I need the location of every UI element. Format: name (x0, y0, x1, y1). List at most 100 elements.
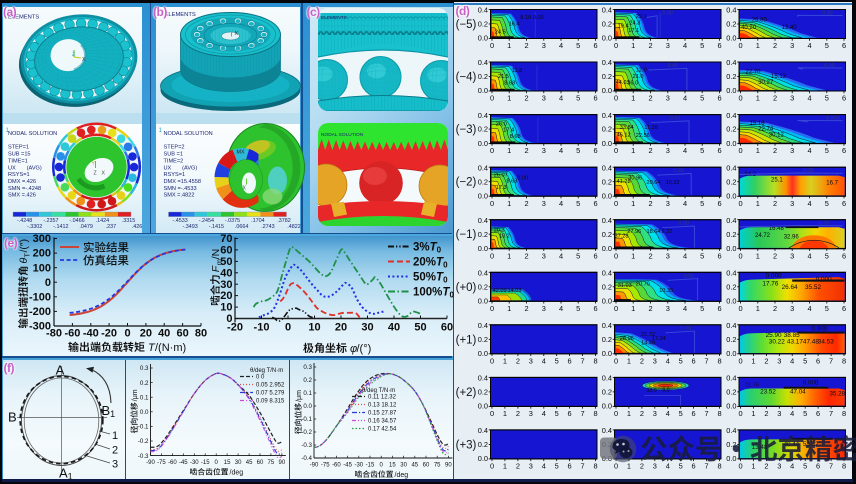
svg-text:2: 2 (648, 146, 652, 155)
svg-text:26.0: 26.0 (496, 122, 507, 128)
svg-text:90: 90 (279, 460, 286, 466)
svg-text:RSYS=1: RSYS=1 (8, 172, 30, 178)
svg-text:0.0: 0.0 (602, 34, 612, 43)
svg-text:2: 2 (516, 356, 520, 365)
svg-text:6: 6 (568, 356, 572, 365)
svg-text:30.12: 30.12 (769, 132, 785, 138)
svg-text:/deg: /deg (230, 470, 244, 477)
svg-text:0: 0 (490, 304, 494, 313)
svg-text:NODAL SOLUTION: NODAL SOLUTION (163, 131, 212, 137)
svg-text:4: 4 (666, 356, 670, 365)
svg-text:2: 2 (524, 41, 528, 50)
svg-text:/(°): /(°) (357, 343, 372, 355)
svg-text:5: 5 (555, 409, 559, 418)
svg-text:0.4: 0.4 (726, 374, 736, 383)
svg-text:ELEMENTS: ELEMENTS (321, 15, 347, 21)
svg-text:X: X (234, 31, 238, 37)
svg-text:-90: -90 (310, 463, 319, 469)
svg-text:-.1415: -.1415 (208, 224, 223, 230)
svg-text:22.70: 22.70 (745, 70, 761, 76)
svg-text:5: 5 (700, 199, 704, 208)
svg-text:.4822: .4822 (287, 224, 301, 230)
svg-text:0.00: 0.00 (668, 63, 679, 69)
svg-text:50: 50 (220, 256, 232, 268)
svg-text:12.0: 12.0 (636, 68, 647, 74)
svg-text:4: 4 (559, 251, 563, 260)
svg-text:-0.3: -0.3 (301, 442, 312, 449)
svg-text:-60: -60 (64, 328, 80, 340)
svg-text:6: 6 (717, 251, 721, 260)
svg-text:θ/deg T/N·m: θ/deg T/N·m (250, 368, 283, 374)
svg-text:10.32: 10.32 (666, 180, 680, 186)
svg-text:0.4: 0.4 (602, 269, 612, 278)
svg-text:20.3: 20.3 (494, 227, 505, 233)
svg-text:8.68: 8.68 (510, 134, 521, 140)
svg-text:0.0: 0.0 (303, 403, 312, 410)
svg-text:0: 0 (738, 94, 742, 103)
svg-text:5: 5 (700, 251, 704, 260)
svg-text:5: 5 (700, 41, 704, 50)
svg-text:0: 0 (738, 146, 742, 155)
svg-text:2: 2 (773, 94, 777, 103)
svg-text:(−2): (−2) (456, 177, 477, 189)
svg-text:0.4: 0.4 (726, 6, 736, 15)
svg-text:4: 4 (683, 251, 687, 260)
svg-text:2: 2 (648, 251, 652, 260)
svg-text:A1: A1 (59, 466, 73, 482)
svg-text:0.07 5.279: 0.07 5.279 (256, 391, 285, 397)
svg-text:0: 0 (490, 199, 494, 208)
svg-text:0.2: 0.2 (478, 230, 488, 239)
svg-text:11.8: 11.8 (512, 68, 522, 74)
svg-text:-100: -100 (29, 291, 51, 303)
svg-text:6: 6 (717, 94, 721, 103)
svg-text:0.000: 0.000 (826, 116, 840, 122)
svg-text:20: 20 (335, 322, 347, 334)
svg-text:2: 2 (648, 304, 652, 313)
svg-text:17.1: 17.1 (628, 28, 639, 34)
svg-text:0.2: 0.2 (726, 335, 736, 344)
svg-text:5: 5 (679, 356, 683, 365)
svg-text:0: 0 (490, 94, 494, 103)
svg-text:6: 6 (568, 462, 572, 471)
svg-text:26.80: 26.80 (752, 18, 768, 24)
svg-text:6: 6 (816, 356, 820, 365)
svg-text:3: 3 (790, 146, 794, 155)
svg-text:/(″): /(″) (18, 239, 30, 253)
svg-text:5: 5 (576, 41, 580, 50)
svg-text:0.0: 0.0 (726, 191, 736, 200)
svg-text:0.2: 0.2 (140, 380, 149, 387)
svg-text:/μm: /μm (296, 390, 303, 402)
svg-text:10.35: 10.35 (659, 288, 673, 294)
svg-text:0: 0 (490, 146, 494, 155)
svg-text:0.2: 0.2 (602, 335, 612, 344)
svg-text:0.4: 0.4 (478, 374, 488, 383)
svg-text:0.2: 0.2 (726, 125, 736, 134)
svg-text:8: 8 (842, 409, 846, 418)
svg-text:0.4: 0.4 (478, 269, 488, 278)
svg-text:Z: Z (94, 170, 97, 176)
svg-text:0.00: 0.00 (681, 326, 692, 332)
svg-text:8: 8 (717, 462, 721, 471)
svg-text:SMN =-.4248: SMN =-.4248 (8, 185, 41, 191)
svg-text:60: 60 (257, 460, 264, 466)
svg-text:2: 2 (112, 445, 118, 457)
svg-text:-.4533: -.4533 (172, 218, 187, 224)
svg-text:0.2: 0.2 (726, 72, 736, 81)
svg-text:3: 3 (666, 304, 670, 313)
svg-text:0.00: 0.00 (673, 168, 684, 174)
svg-text:0.0: 0.0 (726, 297, 736, 306)
svg-text:5: 5 (576, 304, 580, 313)
svg-text:-.0375: -.0375 (224, 218, 239, 224)
svg-text:0.11 12.32: 0.11 12.32 (368, 395, 397, 401)
svg-text:6: 6 (593, 94, 597, 103)
svg-text:23.52: 23.52 (760, 388, 776, 395)
svg-text:5: 5 (576, 94, 580, 103)
svg-text:8.68: 8.68 (504, 81, 515, 87)
svg-text:41.28: 41.28 (617, 179, 631, 185)
svg-text:4: 4 (683, 199, 687, 208)
svg-text:0.0: 0.0 (726, 454, 736, 463)
svg-text:70: 70 (220, 233, 232, 245)
svg-text:3: 3 (653, 462, 657, 471)
svg-text:5: 5 (679, 462, 683, 471)
svg-text:0.4: 0.4 (602, 163, 612, 172)
